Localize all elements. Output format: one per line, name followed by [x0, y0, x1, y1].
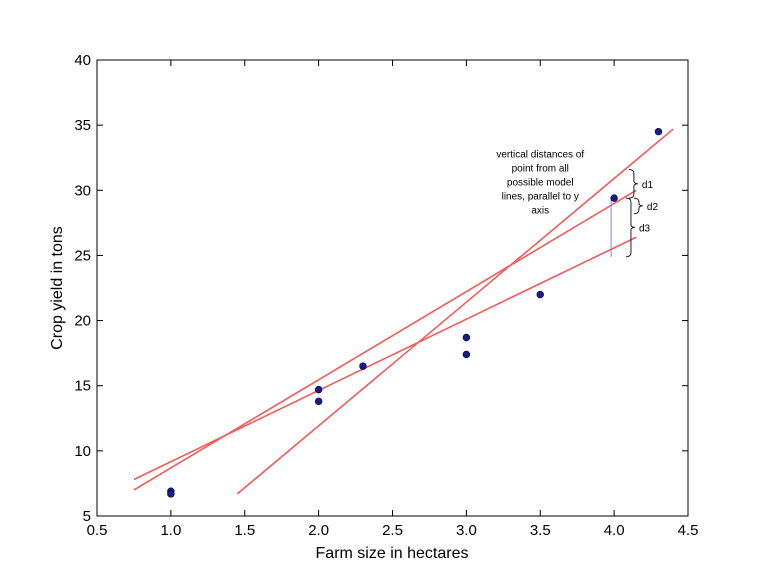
data-points — [167, 127, 663, 498]
brace-d1 — [628, 168, 638, 199]
x-tick-label: 4.5 — [678, 522, 699, 539]
data-point — [314, 397, 323, 406]
data-point — [167, 490, 175, 498]
x-axis-label: Farm size in hectares — [316, 545, 469, 562]
brace-d2 — [633, 197, 643, 215]
y-tick-label: 20 — [74, 313, 91, 330]
y-tick-label: 15 — [74, 378, 91, 395]
y-tick-label: 40 — [74, 52, 91, 69]
brace-label: d1 — [642, 180, 654, 191]
model-line-2 — [133, 189, 637, 491]
brace-d3 — [625, 197, 635, 258]
annotation-line: point from all — [512, 164, 569, 175]
data-point — [536, 290, 544, 299]
y-tick-label: 30 — [74, 182, 91, 199]
data-point — [462, 350, 471, 359]
x-tick-label: 4.0 — [604, 522, 625, 539]
distance-braces: d1 d2 d3 — [625, 168, 659, 258]
x-tick-label: 1.5 — [234, 522, 255, 539]
annotation-text: vertical distances of point from all possi… — [496, 150, 584, 217]
x-tick-label: 2.0 — [308, 522, 329, 539]
model-lines — [133, 128, 674, 495]
annotation-line: vertical distances of — [496, 150, 584, 161]
model-line-3 — [236, 128, 674, 495]
y-tick-label: 35 — [74, 117, 91, 134]
y-tick-label: 25 — [74, 247, 91, 264]
plot-area — [96, 59, 689, 517]
annotation-line: possible model — [507, 178, 574, 189]
x-tick-label: 1.0 — [160, 522, 181, 539]
brace-label: d3 — [639, 223, 651, 234]
data-point — [359, 362, 367, 370]
data-point — [654, 127, 663, 136]
data-point — [610, 194, 618, 202]
x-tick-label: 2.5 — [382, 522, 403, 539]
y-axis-ticks: 5 10 15 20 25 30 35 40 — [74, 52, 688, 525]
annotation-line: axis — [531, 206, 549, 217]
data-point — [314, 385, 323, 394]
x-tick-label: 3.5 — [530, 522, 551, 539]
x-tick-label: 0.5 — [87, 522, 108, 539]
y-tick-label: 10 — [74, 443, 91, 460]
x-tick-label: 3.0 — [456, 522, 477, 539]
brace-label: d2 — [647, 202, 659, 213]
y-axis-label: Crop yield in tons — [49, 226, 66, 350]
annotation-line: lines, parallel to y — [502, 192, 579, 203]
x-axis-ticks: 0.5 1.0 1.5 2.0 2.5 3.0 3.5 4.0 4.5 — [87, 60, 699, 539]
y-tick-label: 5 — [83, 508, 91, 525]
data-point — [462, 333, 471, 342]
